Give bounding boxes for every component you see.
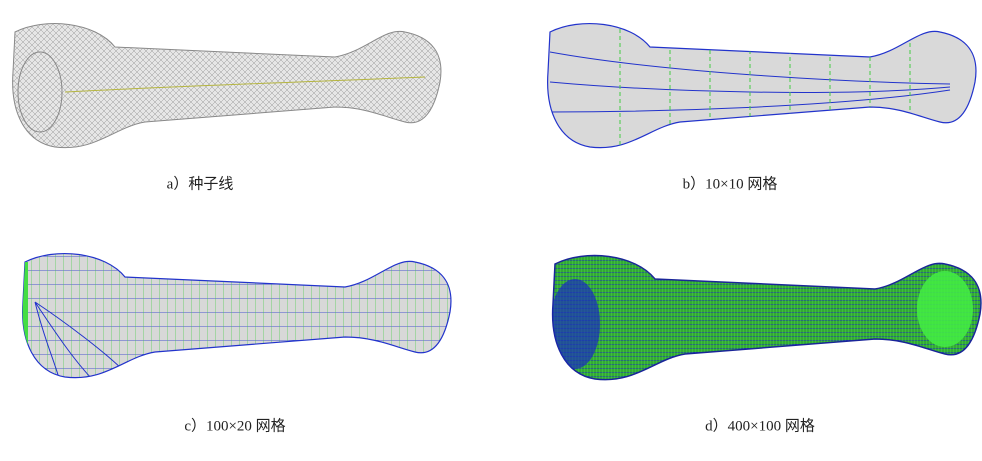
bone-end — [917, 271, 973, 347]
page-body: a）种子线 b）10×10 网格 c）100×20 网格 d）400×100 网… — [0, 0, 982, 461]
bone-mesh — [13, 24, 441, 148]
page: figure {"figure": {"panels": [ {"caption… — [0, 0, 982, 461]
bone-mesh — [23, 254, 451, 378]
bone-mesh — [553, 256, 981, 380]
caption: a）种子线 — [167, 175, 234, 192]
bone-head — [550, 279, 600, 369]
caption: d）400×100 网格 — [705, 417, 815, 434]
bone-10x10 — [548, 22, 976, 152]
caption: b）10×10 网格 — [683, 175, 778, 192]
caption: c）100×20 网格 — [184, 417, 285, 434]
bone-100x20 — [20, 254, 451, 382]
bone-seed-lines — [13, 24, 441, 148]
bone-outline — [548, 24, 976, 148]
figure: a）种子线 b）10×10 网格 c）100×20 网格 d）400×100 网… — [0, 0, 982, 461]
bone-400x100 — [550, 256, 981, 380]
